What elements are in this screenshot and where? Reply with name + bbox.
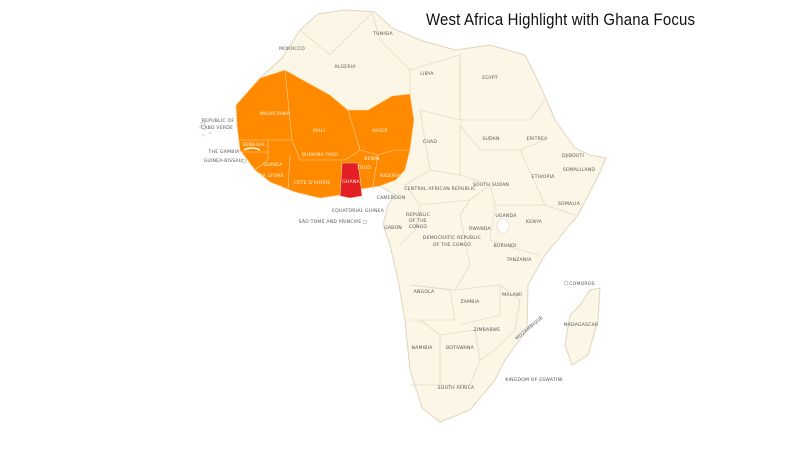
label-drc-1: DEMOCRATIC REPUBLIC <box>423 235 481 241</box>
label-uganda: UGANDA <box>495 213 517 219</box>
label-togo: TOGO <box>356 165 372 171</box>
label-rwanda: RWANDA <box>469 226 491 232</box>
label-liberia: LIBERIA <box>263 185 283 191</box>
country-labels: MOROCCO ALGERIA TUNISIA LIBYA EGYPT MAUR… <box>201 31 599 391</box>
label-tanzania: TANZANIA <box>506 257 533 263</box>
west-africa-borders <box>240 69 410 193</box>
label-somalia: SOMALIA <box>558 201 581 207</box>
gambia-river <box>243 147 261 151</box>
label-sao-tome: SÃO TOMÉ AND PRINCIPE <box>299 217 362 225</box>
label-burkina-faso: BURKINA FASO <box>302 152 339 158</box>
label-gabon: GABON <box>384 225 402 231</box>
country-borders <box>299 12 576 386</box>
label-cote-divoire: CÔTE D'IVOIRE <box>294 179 331 186</box>
label-congo-3: CONGO <box>409 224 428 230</box>
ghana-highlight[interactable] <box>339 162 363 199</box>
small-country-markers <box>200 121 569 286</box>
label-zambia: ZAMBIA <box>460 299 480 305</box>
label-sudan: SUDAN <box>482 136 499 142</box>
label-mali: MALI <box>313 128 325 134</box>
label-morocco: MOROCCO <box>279 46 305 52</box>
label-niger: NIGER <box>372 128 388 134</box>
label-angola: ANGOLA <box>414 289 435 295</box>
label-botswana: BOTSWANA <box>446 345 475 351</box>
label-eritrea: ERITREA <box>527 136 549 142</box>
label-car: CENTRAL AFRICAN REPUBLIC <box>404 186 475 192</box>
label-sierra-leone: SIERRA LEONE <box>248 173 284 179</box>
label-ghana: GHANA <box>342 179 360 185</box>
label-burundi: BURUNDI <box>494 243 517 249</box>
label-benin: BENIN <box>364 156 379 162</box>
label-libya: LIBYA <box>420 71 434 77</box>
label-algeria: ALGERIA <box>334 64 356 70</box>
label-eswatini: KINGDOM OF ESWATINI <box>505 377 562 383</box>
label-senegal: SENEGAL <box>243 142 266 148</box>
cabo-verde-islands <box>198 125 212 137</box>
label-congo-2: OF THE <box>409 218 427 224</box>
label-ethiopia: ETHIOPIA <box>531 174 555 180</box>
west-africa-region[interactable] <box>235 69 415 199</box>
label-cabo-verde-1: REPUBLIC OF <box>202 118 235 124</box>
madagascar-landmass <box>564 287 601 366</box>
label-mauritania: MAURITANIA <box>260 111 291 117</box>
label-gambia: THE GAMBIA <box>208 149 241 155</box>
label-nigeria: NIGERIA <box>380 173 401 179</box>
label-namibia: NAMIBIA <box>412 345 434 351</box>
label-somaliland: SOMALILAND <box>563 167 596 173</box>
label-guinea-bissau: GUINEA-BISSAU <box>204 158 243 164</box>
label-djibouti: DJIBOUTI <box>562 153 584 159</box>
label-drc-2: OF THE CONGO <box>433 242 471 248</box>
label-zimbabwe: ZIMBABWE <box>474 327 501 333</box>
label-guinea: GUINEA <box>264 162 284 168</box>
label-south-sudan: SOUTH SUDAN <box>473 182 509 188</box>
label-egypt: EGYPT <box>482 75 498 81</box>
label-south-africa: SOUTH AFRICA <box>438 385 475 391</box>
map-title: West Africa Highlight with Ghana Focus <box>426 10 696 29</box>
label-congo-1: REPUBLIC <box>406 212 430 218</box>
label-cabo-verde-2: CABO VERDE <box>201 125 233 131</box>
label-eq-guinea: EQUATORIAL GUINEA <box>332 208 385 214</box>
lake-victoria <box>496 218 510 234</box>
label-madagascar: MADAGASCAR <box>564 322 599 328</box>
label-kenya: KENYA <box>526 219 543 225</box>
label-chad: CHAD <box>423 139 437 145</box>
label-malawi: MALAWI <box>502 292 522 298</box>
label-cameroon: CAMEROON <box>377 195 406 201</box>
label-comoros: COMOROS <box>569 281 595 287</box>
label-tunisia: TUNISIA <box>372 31 393 37</box>
